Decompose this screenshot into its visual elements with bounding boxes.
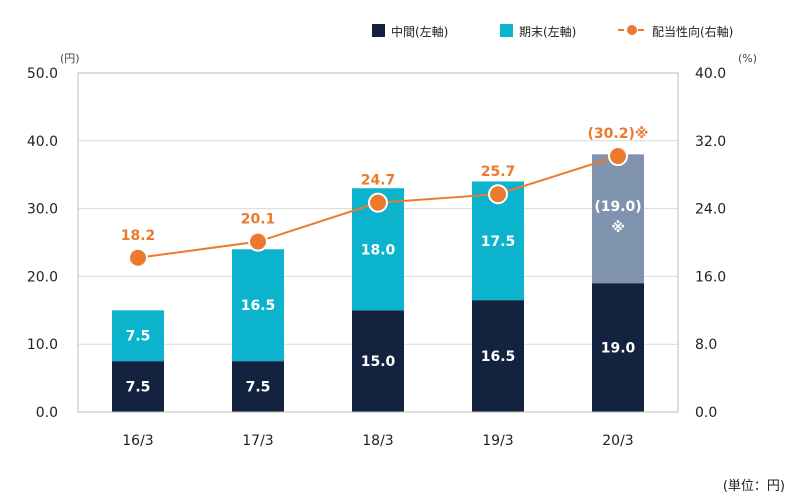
point-ratio-18/3 bbox=[368, 192, 388, 213]
bar-interim-16/3 bbox=[112, 361, 164, 412]
legend-swatch-interim bbox=[372, 24, 385, 37]
legend-swatch-point bbox=[627, 25, 637, 35]
label-yearend-17/3: 16.5 bbox=[241, 298, 276, 314]
legend-label-ratio: 配当性向(右軸) bbox=[652, 24, 733, 39]
y-right-tick: 24.0 bbox=[695, 202, 726, 218]
label-ratio-16/3: 18.2 bbox=[121, 228, 156, 244]
unit-footnote: (単位：円) bbox=[723, 478, 785, 494]
bar-yearend-20/3 bbox=[592, 154, 644, 284]
forecast-mark: ※ bbox=[611, 220, 625, 236]
bar-interim-20/3 bbox=[592, 283, 644, 412]
label-yearend-18/3: 18.0 bbox=[361, 242, 396, 258]
legend-label-interim: 中間(左軸) bbox=[391, 24, 448, 39]
y-left-tick: 40.0 bbox=[27, 134, 58, 150]
point-ratio-20/3 bbox=[608, 146, 628, 167]
legend-swatch-yearend bbox=[500, 24, 513, 37]
y-right-unit: (%) bbox=[738, 52, 757, 65]
y-left-tick: 30.0 bbox=[27, 202, 58, 218]
legend-label-yearend: 期末(左軸) bbox=[519, 24, 576, 39]
label-yearend-16/3: 7.5 bbox=[126, 329, 151, 345]
axes: 0.0 10.0 20.0 30.0 40.0 50.0 0.0 8.0 16.0 24.0 32.… bbox=[27, 52, 757, 449]
bars bbox=[112, 154, 644, 412]
legend: 中間(左軸) 期末(左軸) 配当性向(右軸) bbox=[372, 24, 733, 39]
y-right-tick: 40.0 bbox=[695, 66, 726, 82]
label-interim-20/3: 19.0 bbox=[601, 341, 636, 357]
y-left-tick: 0.0 bbox=[36, 405, 58, 421]
bar-yearend-17/3 bbox=[232, 249, 284, 362]
y-left-tick: 20.0 bbox=[27, 269, 58, 285]
y-left-unit: (円) bbox=[60, 52, 80, 65]
plot-frame bbox=[77, 72, 679, 413]
label-interim-17/3: 7.5 bbox=[246, 380, 271, 396]
label-ratio-19/3: 25.7 bbox=[481, 164, 516, 180]
y-left-tick: 50.0 bbox=[27, 66, 58, 82]
label-ratio-18/3: 24.7 bbox=[361, 173, 396, 189]
bar-interim-19/3 bbox=[472, 300, 524, 412]
x-tick-16/3: 16/3 bbox=[122, 433, 153, 449]
label-interim-16/3: 7.5 bbox=[126, 380, 151, 396]
y-right-tick: 16.0 bbox=[695, 269, 726, 285]
label-interim-19/3: 16.5 bbox=[481, 349, 516, 365]
label-ratio-17/3: 20.1 bbox=[241, 212, 276, 228]
x-tick-19/3: 19/3 bbox=[482, 433, 513, 449]
bar-interim-18/3 bbox=[352, 310, 404, 412]
x-tick-17/3: 17/3 bbox=[242, 433, 273, 449]
label-interim-18/3: 15.0 bbox=[361, 354, 396, 370]
label-yearend-19/3: 17.5 bbox=[481, 234, 516, 250]
y-right-tick: 0.0 bbox=[695, 405, 717, 421]
point-ratio-16/3 bbox=[128, 247, 148, 268]
y-right-tick: 8.0 bbox=[695, 337, 717, 353]
point-ratio-19/3 bbox=[488, 184, 508, 205]
label-ratio-20/3: (30.2)※ bbox=[588, 126, 649, 142]
label-yearend-20/3: (19.0) bbox=[594, 199, 641, 215]
x-tick-20/3: 20/3 bbox=[602, 433, 633, 449]
x-tick-18/3: 18/3 bbox=[362, 433, 393, 449]
y-left-tick: 10.0 bbox=[27, 337, 58, 353]
y-right-tick: 32.0 bbox=[695, 134, 726, 150]
bar-interim-17/3 bbox=[232, 361, 284, 412]
data-labels: 7.5 7.5 7.5 16.5 15.0 18.0 16.5 17.5 19.0 (19.0) ※… bbox=[121, 126, 649, 396]
plot-border bbox=[77, 72, 679, 413]
payout-ratio-line bbox=[128, 146, 628, 268]
bar-yearend-16/3 bbox=[112, 310, 164, 362]
point-ratio-17/3 bbox=[248, 231, 268, 252]
